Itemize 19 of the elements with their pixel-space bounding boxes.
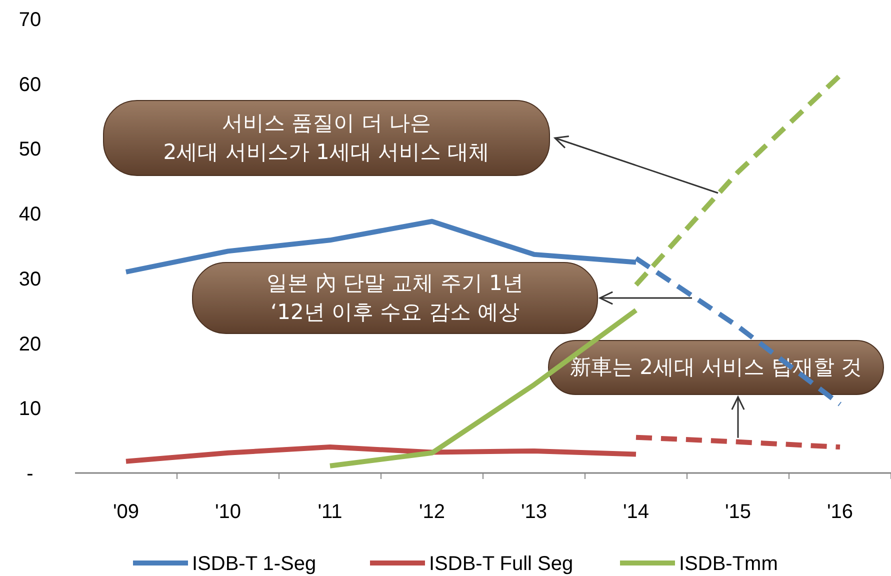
x-tick-label: '12 xyxy=(418,501,446,523)
y-tick-label: 40 xyxy=(18,204,42,226)
x-tick-label: '15 xyxy=(724,501,752,523)
y-tick-label: 20 xyxy=(18,333,42,356)
y-tick-label: 60 xyxy=(18,74,42,96)
x-tick-label: '14 xyxy=(622,501,650,523)
x-tick-label: '09 xyxy=(112,501,140,523)
x-tick-label: '16 xyxy=(826,501,854,523)
x-tick-label: '13 xyxy=(520,501,548,523)
y-tick-label: - xyxy=(26,463,34,485)
x-tick-label: '10 xyxy=(214,501,242,523)
y-tick-label: 10 xyxy=(18,398,42,420)
x-tick-label: '11 xyxy=(318,501,342,523)
y-tick-label: 50 xyxy=(18,138,42,161)
legend-label: ISDB-T Full Seg xyxy=(429,553,574,575)
y-tick-label: 70 xyxy=(18,9,42,31)
legend-label: ISDB-T 1-Seg xyxy=(192,553,316,575)
y-tick-label: 30 xyxy=(18,268,42,290)
legend-label: ISDB-Tmm xyxy=(679,553,778,575)
